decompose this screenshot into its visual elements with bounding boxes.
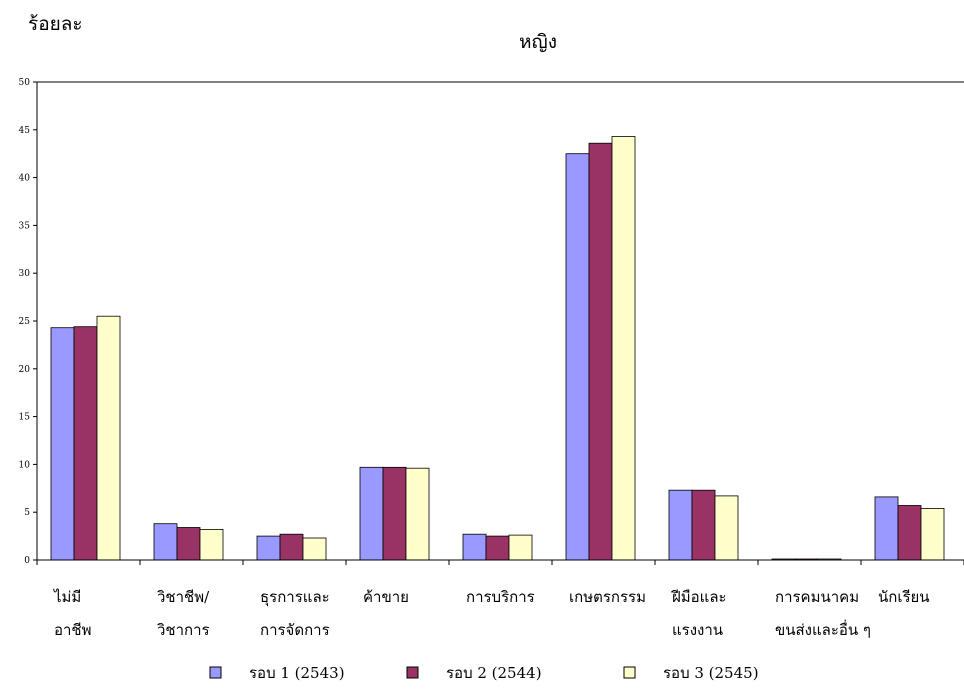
- y-tick-label: 25: [19, 317, 31, 327]
- y-tick-label: 50: [19, 78, 31, 88]
- bar-series1-cat2: [153, 523, 178, 561]
- bar-series1-cat9: [874, 496, 899, 561]
- x-category-label: ธุรการและ: [260, 588, 330, 607]
- bar-series2-cat5: [485, 535, 510, 561]
- y-tick-label: 10: [19, 460, 31, 470]
- x-category-label: การจัดการ: [260, 621, 330, 639]
- y-tick-label: 0: [24, 556, 30, 566]
- legend-label-series3: รอบ 3 (2545): [663, 664, 759, 682]
- bar-series2-cat2: [176, 527, 201, 561]
- bar-series1-cat7: [668, 489, 693, 561]
- x-category-label: การบริการ: [466, 588, 535, 606]
- bar-series2-cat3: [279, 533, 304, 561]
- bar-series3-cat7: [714, 495, 739, 561]
- y-tick-label: 15: [19, 413, 31, 423]
- bar-series3-cat4: [405, 467, 430, 561]
- bar-series3-cat9: [920, 507, 945, 561]
- x-category-label: ขนส่งและอื่น ๆ: [775, 619, 871, 639]
- chart-title: หญิง: [519, 31, 557, 53]
- legend-swatch-series3: [623, 666, 636, 679]
- y-tick-label: 30: [19, 269, 31, 279]
- bar-series2-cat4: [382, 466, 407, 561]
- y-axis-label: ร้อยละ: [28, 13, 83, 35]
- bar-series2-cat7: [691, 489, 716, 561]
- bar-series3-cat6: [611, 136, 636, 561]
- bar-series2-cat1: [73, 326, 98, 561]
- bar-series1-cat6: [565, 153, 590, 561]
- bar-series3-cat5: [508, 534, 533, 561]
- x-category-label: ไม่มี: [53, 588, 81, 606]
- legend-swatch-series2: [406, 666, 419, 679]
- bar-series1-cat3: [256, 535, 281, 561]
- y-tick-label: 35: [19, 221, 31, 231]
- x-category-label: วิชาการ: [156, 621, 209, 639]
- x-category-label: อาชีพ: [54, 621, 92, 639]
- x-category-label: ฝีมือและ: [670, 588, 726, 606]
- x-category-label: เกษตรกรรม: [569, 588, 646, 606]
- y-tick-label: 20: [19, 365, 31, 375]
- y-tick-label: 5: [24, 508, 30, 518]
- y-tick-label: 45: [19, 126, 31, 136]
- x-category-label: วิชาชีพ/: [156, 588, 210, 606]
- y-tick-label: 40: [19, 174, 31, 184]
- bar-series1-cat5: [462, 533, 487, 561]
- bar-series1-cat4: [359, 466, 384, 561]
- bar-series3-cat1: [96, 315, 121, 561]
- x-category-label: นักเรียน: [878, 588, 930, 606]
- legend-swatch-series1: [209, 666, 222, 679]
- bar-series2-cat6: [588, 142, 613, 561]
- legend-label-series1: รอบ 1 (2543): [249, 664, 345, 682]
- bar-series2-cat9: [897, 505, 922, 561]
- x-category-label: ค้าขาย: [363, 588, 409, 606]
- x-category-label: แรงงาน: [672, 621, 723, 639]
- bar-series3-cat2: [199, 529, 224, 561]
- bar-series1-cat1: [50, 327, 75, 561]
- legend-label-series2: รอบ 2 (2544): [446, 664, 542, 682]
- x-category-label: การคมนาคม: [775, 588, 859, 606]
- bar-series3-cat3: [302, 537, 327, 561]
